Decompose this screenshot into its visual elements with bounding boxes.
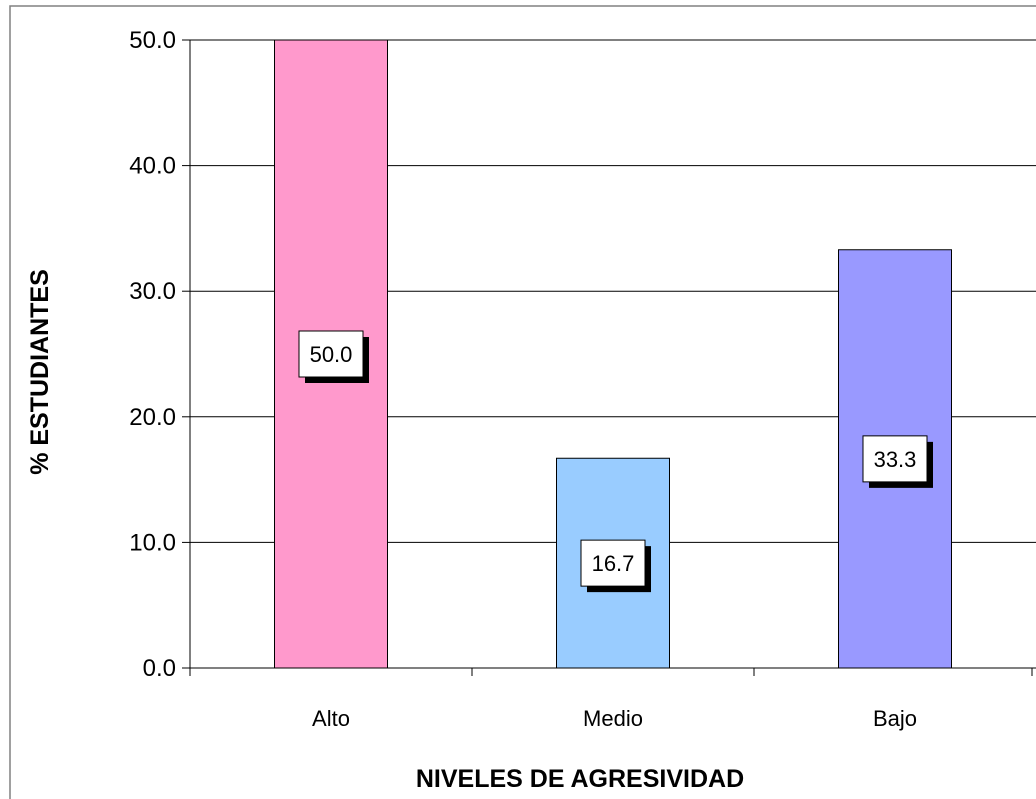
data-labels: 50.0 16.7 33.3 (298, 330, 933, 593)
data-label-box (298, 330, 364, 378)
data-label-medio: 16.7 (580, 539, 651, 593)
y-tick-label: 50.0 (129, 27, 176, 54)
x-tick-label: Alto (312, 706, 350, 731)
data-label-bajo: 33.3 (862, 435, 933, 488)
x-tick-label: Bajo (873, 706, 917, 731)
y-tick-label: 0.0 (143, 655, 176, 682)
x-axis-title: NIVELES DE AGRESIVIDAD (416, 765, 744, 793)
data-label-box (862, 435, 928, 483)
y-tick-label: 10.0 (129, 529, 176, 556)
data-label-text: 33.3 (874, 447, 917, 472)
y-tick-label: 30.0 (129, 278, 176, 305)
y-axis-ticks: 0.0 10.0 20.0 30.0 40.0 50.0 (129, 27, 190, 682)
axes (189, 40, 1036, 676)
data-label-alto: 50.0 (298, 330, 369, 383)
data-label-box (580, 539, 646, 587)
y-tick-label: 40.0 (129, 153, 176, 180)
x-tick-label: Medio (583, 706, 643, 731)
x-axis-ticks: Alto Medio Bajo (312, 668, 917, 731)
y-axis-title: % ESTUDIANTES (26, 269, 54, 475)
data-label-text: 16.7 (592, 551, 635, 576)
data-label-text: 50.0 (310, 342, 353, 367)
y-tick-label: 20.0 (129, 404, 176, 431)
